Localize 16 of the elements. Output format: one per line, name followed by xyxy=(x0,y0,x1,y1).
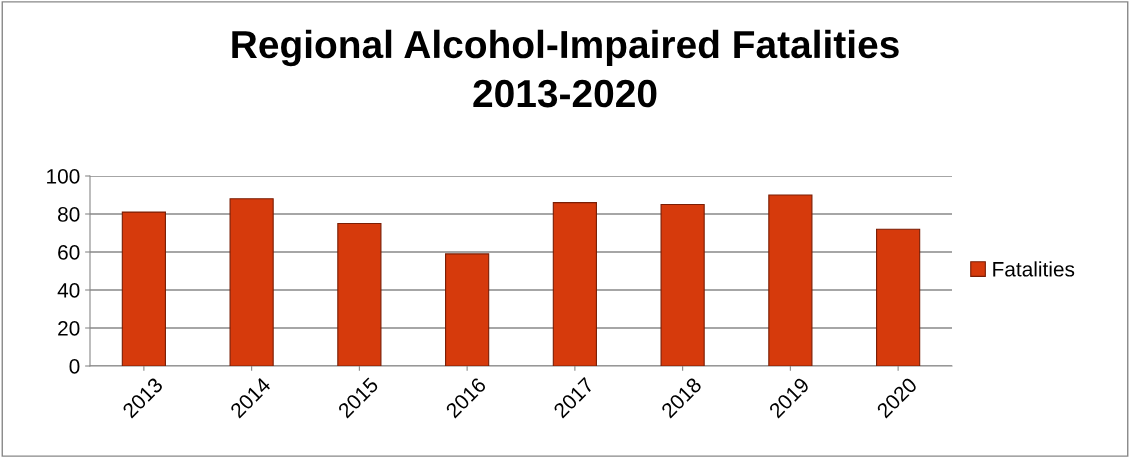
bar xyxy=(552,202,597,366)
y-tick-label: 40 xyxy=(57,283,80,298)
y-tick-label: 100 xyxy=(47,169,80,184)
bar xyxy=(876,228,921,366)
legend-label: Fatalities xyxy=(993,261,1075,277)
bar xyxy=(660,203,705,366)
bar xyxy=(768,194,813,366)
bar xyxy=(445,253,490,366)
chart-title: Regional Alcohol-Impaired Fatalities 2013-2020 xyxy=(232,29,899,108)
bar xyxy=(229,198,274,366)
y-tick-label: 80 xyxy=(58,207,80,222)
y-tick-label: 0 xyxy=(69,359,80,374)
y-tick-label: 20 xyxy=(58,321,80,336)
bar xyxy=(337,222,382,366)
y-tick-label: 60 xyxy=(58,245,80,260)
bar xyxy=(121,211,166,366)
